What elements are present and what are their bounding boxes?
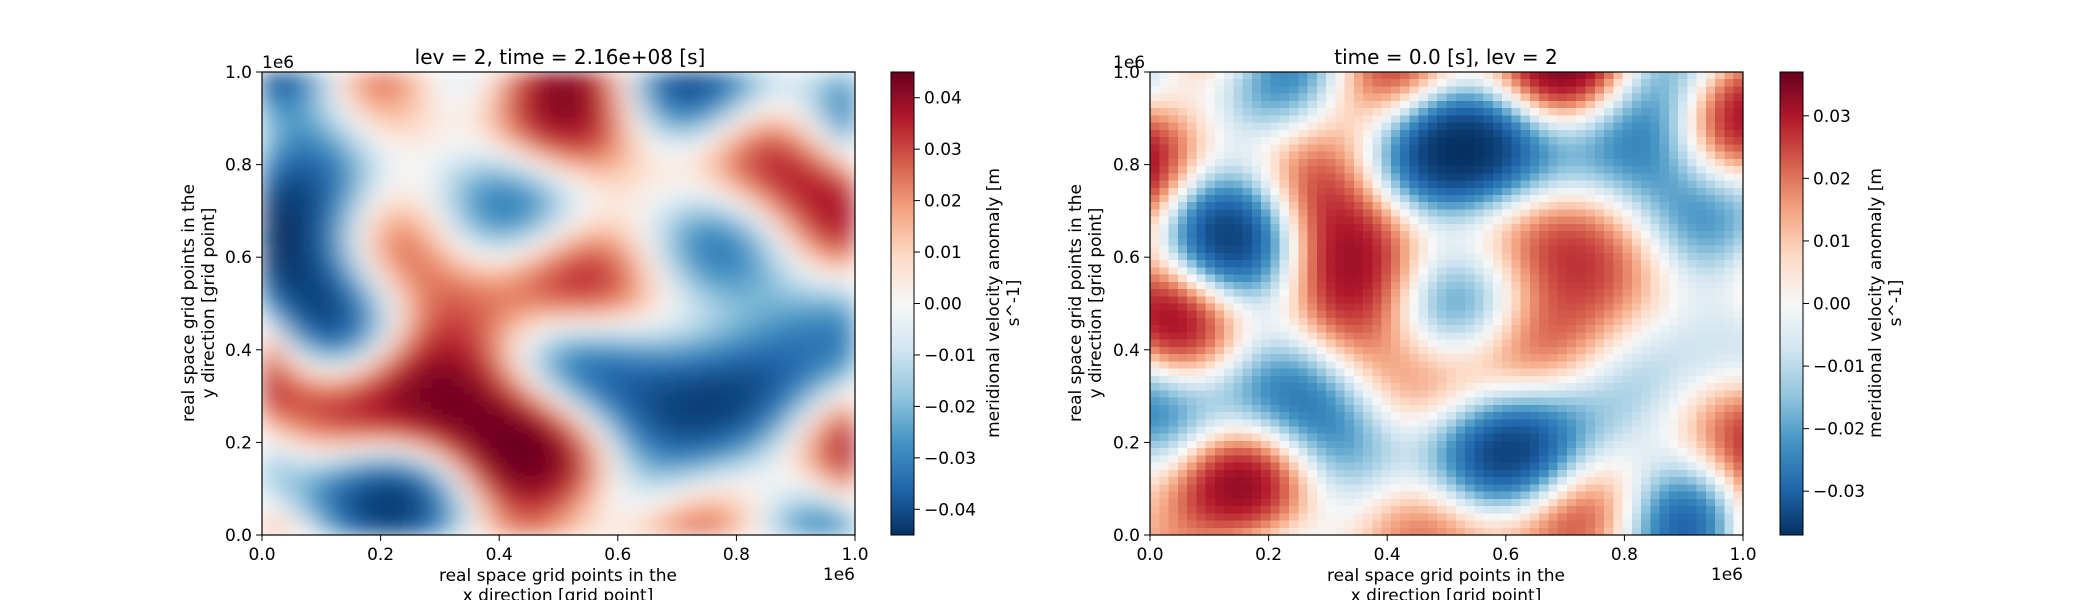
y-tick-label: 0.0 bbox=[225, 526, 252, 546]
panel-2-y-label-line2: y direction [grid point] bbox=[1086, 208, 1106, 399]
panel-1-y-label-line1: real space grid points in the bbox=[179, 184, 199, 422]
panel-2-plot-area bbox=[1149, 71, 1744, 536]
panel-1-axes-frame bbox=[261, 71, 856, 536]
panel-1-x-ticks: 0.0 0.2 0.4 0.6 0.8 1.0 bbox=[248, 535, 869, 565]
panel-1-colorbar-label-line2: s^-1] bbox=[1004, 280, 1024, 327]
colorbar-tick-label: 0.00 bbox=[924, 295, 962, 315]
panel-2-heatmap bbox=[1150, 72, 1743, 535]
y-tick-label: 1.0 bbox=[225, 63, 252, 83]
panel-2-colorbar-ticks: 0.03 0.02 0.01 0.00 −0.01 −0.02 −0.03 bbox=[1803, 107, 1865, 502]
colorbar-tick-label: −0.04 bbox=[924, 500, 976, 520]
panel-1: lev = 2, time = 2.16e+08 [s] 0.0 0.2 0.4 0.… bbox=[179, 45, 1024, 600]
panel-1-x-label-line1: real space grid points in the bbox=[439, 566, 677, 586]
colorbar-tick-label: −0.03 bbox=[924, 449, 976, 469]
panel-2-colorbar-bar bbox=[1779, 71, 1804, 536]
colorbar-tick-label: 0.01 bbox=[924, 243, 962, 263]
x-tick-label: 0.6 bbox=[1492, 545, 1519, 565]
colorbar-tick-label: −0.01 bbox=[924, 346, 976, 366]
panel-1-colorbar-ticks: 0.04 0.03 0.02 0.01 0.00 −0.01 −0.02 −0.03 −0.04 bbox=[914, 89, 976, 520]
y-tick-label: 0.6 bbox=[1113, 248, 1140, 268]
y-tick-label: 0.4 bbox=[225, 341, 252, 361]
panel-2-x-ticks: 0.0 0.2 0.4 0.6 0.8 1.0 bbox=[1136, 535, 1757, 565]
panel-2-x-label-line2: x direction [grid point] bbox=[1351, 586, 1542, 600]
panel-2-x-label-line1: real space grid points in the bbox=[1327, 566, 1565, 586]
x-tick-label: 0.0 bbox=[1136, 545, 1163, 565]
panel-1-colorbar: 0.04 0.03 0.02 0.01 0.00 −0.01 −0.02 −0.03 −0.04… bbox=[890, 71, 1024, 536]
y-tick-label: 0.2 bbox=[225, 433, 252, 453]
x-tick-label: 0.8 bbox=[723, 545, 750, 565]
panel-2-y-ticks: 0.0 0.2 0.4 0.6 0.8 1.0 bbox=[1113, 63, 1150, 546]
panel-2-axes-frame bbox=[1149, 71, 1744, 536]
y-tick-label: 0.6 bbox=[225, 248, 252, 268]
panel-2-y-label-line1: real space grid points in the bbox=[1066, 184, 1086, 422]
colorbar-tick-label: −0.01 bbox=[1813, 357, 1865, 377]
panel-1-colorbar-label-line1: meridional velocity anomaly [m bbox=[984, 168, 1004, 438]
y-tick-label: 0.2 bbox=[1113, 433, 1140, 453]
colorbar-tick-label: 0.02 bbox=[924, 192, 962, 212]
colorbar-tick-label: 0.03 bbox=[924, 140, 962, 160]
colorbar-tick-label: 0.03 bbox=[1813, 107, 1851, 127]
colorbar-tick-label: −0.02 bbox=[924, 397, 976, 417]
panel-1-y-label-line2: y direction [grid point] bbox=[199, 208, 219, 399]
x-tick-label: 1.0 bbox=[1729, 545, 1756, 565]
x-tick-label: 0.0 bbox=[248, 545, 275, 565]
colorbar-tick-label: 0.02 bbox=[1813, 169, 1851, 189]
colorbar-tick-label: 0.00 bbox=[1813, 295, 1851, 315]
x-tick-label: 0.6 bbox=[604, 545, 631, 565]
panel-1-colorbar-bar bbox=[890, 71, 915, 536]
panel-1-y-offset: 1e6 bbox=[262, 53, 294, 73]
panel-1-title: lev = 2, time = 2.16e+08 [s] bbox=[415, 45, 706, 69]
y-tick-label: 0.4 bbox=[1113, 341, 1140, 361]
x-tick-label: 0.4 bbox=[486, 545, 513, 565]
y-tick-label: 0.8 bbox=[1113, 156, 1140, 176]
colorbar-tick-label: 0.04 bbox=[924, 89, 962, 109]
y-tick-label: 1.0 bbox=[1113, 63, 1140, 83]
colorbar-tick-label: −0.02 bbox=[1813, 420, 1865, 440]
panel-1-heatmap bbox=[262, 72, 855, 535]
colorbar-tick-label: 0.01 bbox=[1813, 232, 1851, 252]
panel-2-colorbar: 0.03 0.02 0.01 0.00 −0.01 −0.02 −0.03 meridion… bbox=[1779, 71, 1906, 536]
panel-2-title: time = 0.0 [s], lev = 2 bbox=[1334, 45, 1557, 69]
panel-1-y-ticks: 0.0 0.2 0.4 0.6 0.8 1.0 bbox=[225, 63, 262, 546]
y-tick-label: 0.0 bbox=[1113, 526, 1140, 546]
x-tick-label: 0.4 bbox=[1374, 545, 1401, 565]
x-tick-label: 1.0 bbox=[841, 545, 868, 565]
panel-2-y-offset: 1e6 bbox=[1113, 53, 1145, 73]
panel-1-x-label-line2: x direction [grid point] bbox=[463, 586, 654, 600]
panel-2-colorbar-label-line1: meridional velocity anomaly [m bbox=[1866, 168, 1886, 438]
panel-2-colorbar-label-line2: s^-1] bbox=[1886, 280, 1906, 327]
panel-1-plot-area bbox=[261, 71, 856, 536]
panel-2: time = 0.0 [s], lev = 2 0.0 0.2 0.4 0.6 0.8 1… bbox=[1066, 45, 1906, 600]
panel-2-x-offset: 1e6 bbox=[1711, 565, 1743, 585]
y-tick-label: 0.8 bbox=[225, 156, 252, 176]
x-tick-label: 0.8 bbox=[1611, 545, 1638, 565]
x-tick-label: 0.2 bbox=[367, 545, 394, 565]
colorbar-tick-label: −0.03 bbox=[1813, 482, 1865, 502]
panel-1-x-offset: 1e6 bbox=[823, 565, 855, 585]
x-tick-label: 0.2 bbox=[1255, 545, 1282, 565]
